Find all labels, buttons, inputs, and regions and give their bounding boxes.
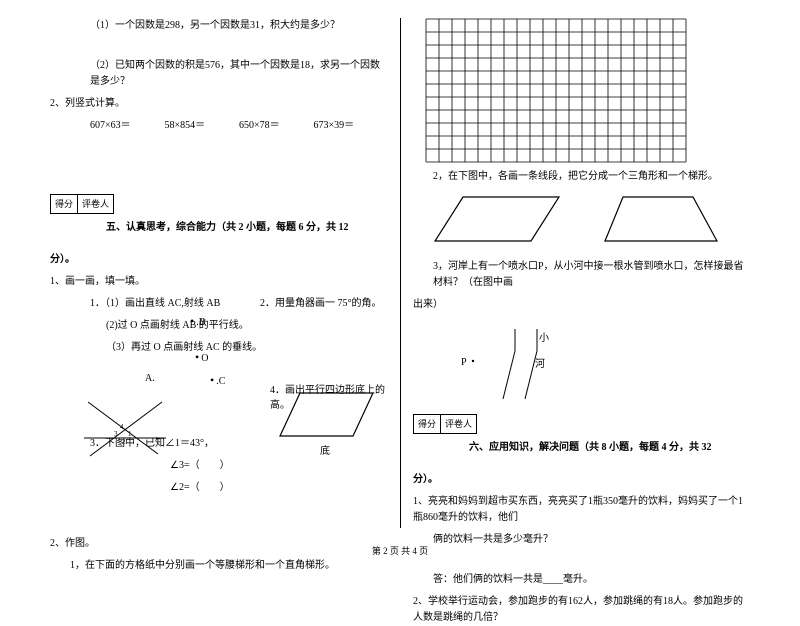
p1-head: 1、画一画，填一填。 xyxy=(50,274,388,290)
river-diagram: 小 河 P xyxy=(443,325,593,403)
river-xiao: 小 xyxy=(539,332,549,344)
calc-row: 607×63＝ 58×854＝ 650×78＝ 673×39＝ xyxy=(50,118,388,134)
score-box-2: 得分 评卷人 xyxy=(413,414,477,434)
score-r2: 评卷人 xyxy=(441,415,476,433)
page-footer: 第 2 页 共 4 页 xyxy=(0,544,800,557)
calc-d: 673×39＝ xyxy=(314,118,389,134)
calc-b: 58×854＝ xyxy=(165,118,240,134)
score-r: 评卷人 xyxy=(78,195,113,213)
page-columns: （1）一个因数是298，另一个因数是31，积大约是多少？ （2）已知两个因数的积… xyxy=(50,18,750,528)
right-column: 2，在下图中，各画一条线段，把它分成一个三角形和一个梯形。 3，河岸上有一个喷水… xyxy=(400,18,750,528)
trapezoid xyxy=(603,193,723,245)
r2: 2，在下图中，各画一条线段，把它分成一个三角形和一个梯形。 xyxy=(413,169,750,185)
section6-tail: 分）。 xyxy=(413,472,750,488)
svg-text:1: 1 xyxy=(128,430,132,438)
rq1-a: 1、亮亮和妈妈到超市买东西，亮亮买了1瓶350毫升的饮料，妈妈买了一个1瓶860… xyxy=(413,494,750,526)
score-box: 得分 评卷人 xyxy=(50,194,114,214)
river-p: P xyxy=(461,357,467,368)
ans: 答：他们俩的饮料一共是____毫升。 xyxy=(413,572,750,588)
p1-right: 2．用量角器画一 75°的角。 xyxy=(260,296,382,312)
section6-title: 六、应用知识，解决问题（共 8 小题，每题 4 分，共 32 xyxy=(413,440,750,456)
parallelogram-big xyxy=(433,193,563,245)
score-l: 得分 xyxy=(51,195,78,213)
angle-diagram: 1 2 3 4 xyxy=(80,394,170,464)
grid-paper xyxy=(425,18,687,163)
shapes-row xyxy=(433,193,750,245)
di-label: 底 xyxy=(320,442,330,457)
score-l2: 得分 xyxy=(414,415,441,433)
label-a: A. xyxy=(145,373,155,384)
svg-text:3: 3 xyxy=(114,430,118,438)
left-column: （1）一个因数是298，另一个因数是31，积大约是多少？ （2）已知两个因数的积… xyxy=(50,18,400,528)
calc-c: 650×78＝ xyxy=(239,118,314,134)
p1-3: （3）再过 O 点画射线 AC 的垂线。 xyxy=(50,340,388,356)
section5-row: 得分 评卷人 xyxy=(50,194,388,214)
section6-row: 得分 评卷人 xyxy=(413,414,750,434)
q2-head: 2、列竖式计算。 xyxy=(50,96,388,112)
p1-1: 1．（1）画出直线 AC,射线 AB 2．用量角器画一 75°的角。 xyxy=(50,296,388,312)
q1-2: （2）已知两个因数的积是576，其中一个因数是18，求另一个因数是多少？ xyxy=(50,58,388,90)
parallelogram-small xyxy=(278,388,378,443)
svg-text:4: 4 xyxy=(120,423,124,431)
r3-b: 出来） xyxy=(413,297,750,313)
label-c: .C xyxy=(210,373,225,388)
p1-2: (2)过 O 点画射线 AB 的平行线。 xyxy=(50,318,388,334)
label-o: O xyxy=(195,350,208,365)
section5-tail: 分）。 xyxy=(50,252,388,268)
river-he: 河 xyxy=(535,358,545,370)
calc-a: 607×63＝ xyxy=(90,118,165,134)
r3-a: 3，河岸上有一个喷水口P，从小河中接一根水管到喷水口，怎样接最省材料？（在图中画 xyxy=(413,259,750,291)
section5-title: 五、认真思考，综合能力（共 2 小题，每题 6 分，共 12 xyxy=(50,220,388,236)
rq2: 2、学校举行运动会，参加跑步的有162人，参加跳绳的有18人。参加跑步的人数是跳… xyxy=(413,594,750,626)
p2-1: 1，在下面的方格纸中分别画一个等腰梯形和一个直角梯形。 xyxy=(50,558,388,574)
label-b: .B xyxy=(190,314,205,329)
svg-text:2: 2 xyxy=(122,438,126,446)
q1-1: （1）一个因数是298，另一个因数是31，积大约是多少？ xyxy=(50,18,388,34)
p3-a2: ∠2=（ ） xyxy=(50,480,388,496)
